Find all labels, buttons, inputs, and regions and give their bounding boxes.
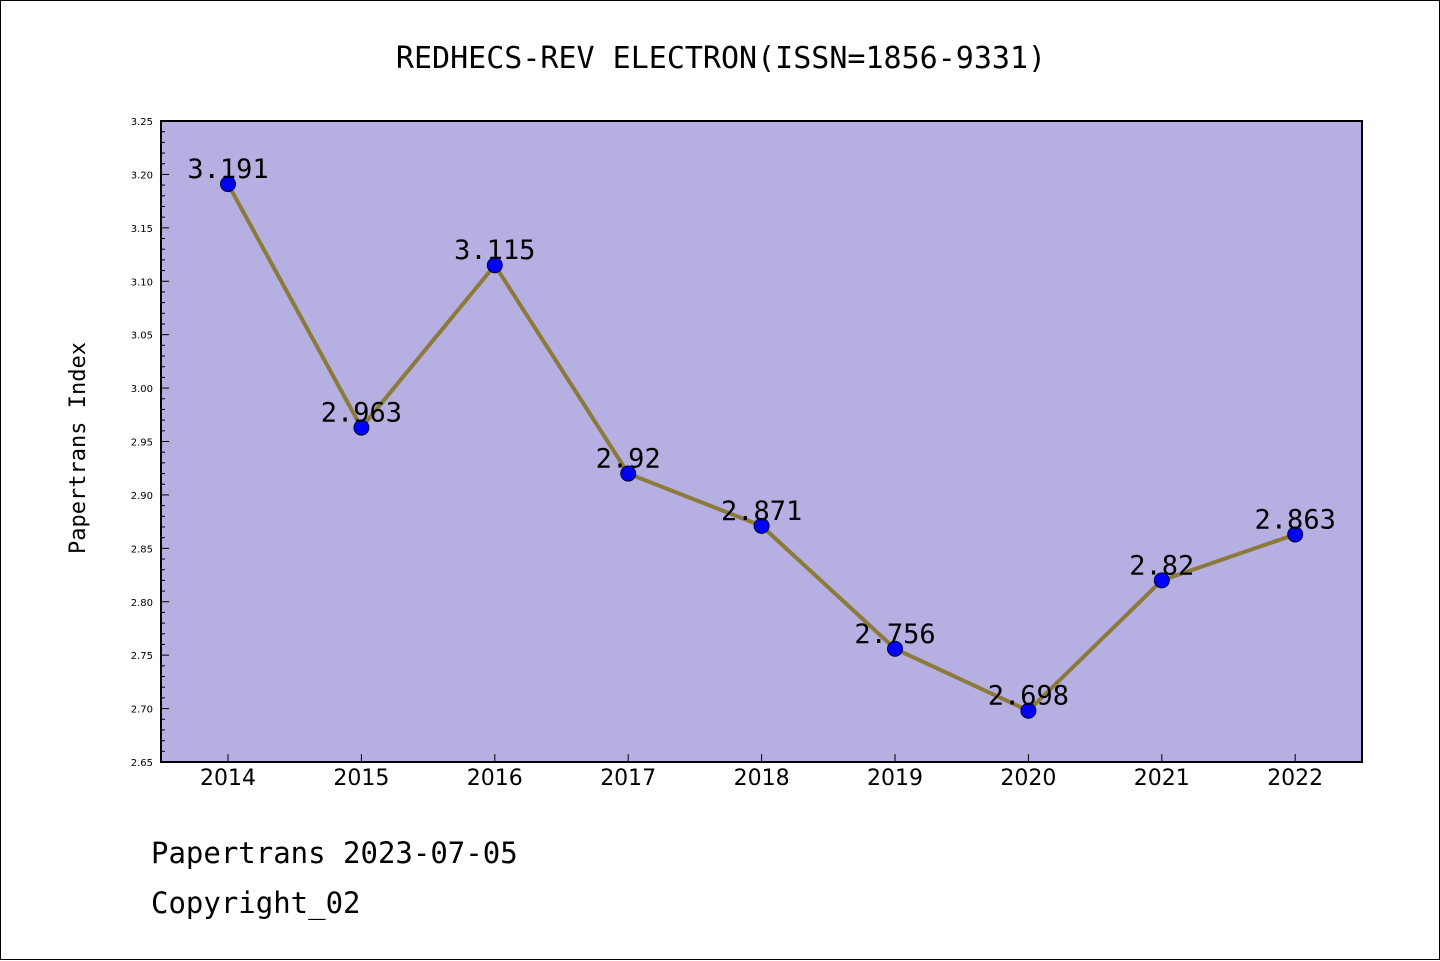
y-tick-label: 3.25 (131, 117, 153, 128)
x-tick-label: 2016 (467, 766, 523, 791)
footer-copyright: Copyright_02 (151, 886, 361, 920)
data-point (486, 257, 503, 274)
data-point (1153, 572, 1170, 589)
y-tick-label: 2.85 (131, 544, 153, 555)
chart-title: REDHECS-REV ELECTRON(ISSN=1856-9331) (396, 41, 1046, 76)
y-tick-label: 2.65 (131, 758, 153, 769)
x-tick-label: 2017 (600, 766, 656, 791)
data-point (220, 176, 236, 193)
y-axis-label: Papertrans Index (66, 342, 91, 554)
y-tick-label: 2.80 (131, 598, 153, 609)
data-point (620, 465, 637, 482)
x-tick-label: 2015 (333, 766, 389, 791)
data-label: 3.115 (454, 235, 535, 266)
y-tick-label: 3.10 (131, 277, 153, 288)
x-tick-label: 2018 (734, 766, 790, 791)
y-tick-label: 3.15 (131, 224, 153, 235)
x-tick-label: 2020 (1000, 766, 1056, 791)
x-tick-label: 2019 (867, 766, 923, 791)
data-label: 3.191 (187, 154, 268, 185)
x-axis-ticks: 2014 2015 2016 2017 2018 2019 2020 2021 2022 (200, 754, 1323, 791)
x-tick-label: 2022 (1267, 766, 1323, 791)
y-tick-label: 2.70 (131, 705, 153, 716)
footer-date: Papertrans 2023-07-05 (151, 836, 518, 870)
series-layer: 3.191 2.963 3.115 2.92 2.871 2.756 2.698 2.82 2.… (187, 154, 1336, 719)
data-label: 2.756 (854, 619, 935, 650)
y-tick-label: 2.95 (131, 438, 153, 449)
data-point (753, 517, 770, 534)
data-point (887, 640, 903, 657)
data-label: 2.698 (988, 681, 1069, 712)
data-point (1287, 526, 1304, 543)
y-tick-label: 3.20 (131, 170, 153, 181)
x-tick-label: 2021 (1134, 766, 1190, 791)
data-label: 2.863 (1255, 504, 1336, 535)
y-tick-label: 3.00 (131, 384, 153, 395)
data-point (353, 419, 370, 436)
y-tick-label: 2.90 (131, 491, 153, 502)
x-tick-label: 2014 (200, 766, 256, 791)
data-label: 2.92 (596, 444, 661, 475)
data-label: 2.963 (321, 398, 402, 429)
data-point (1020, 702, 1037, 719)
data-label: 2.871 (721, 496, 802, 527)
y-tick-label: 2.75 (131, 651, 153, 662)
plot-area (160, 120, 1363, 763)
y-tick-label: 3.05 (131, 331, 153, 342)
y-axis-ticks: 2.65 2.70 2.75 2.80 2.85 2.90 2.95 3.00 3.05 3.10… (131, 117, 169, 769)
data-label: 2.82 (1129, 550, 1194, 581)
